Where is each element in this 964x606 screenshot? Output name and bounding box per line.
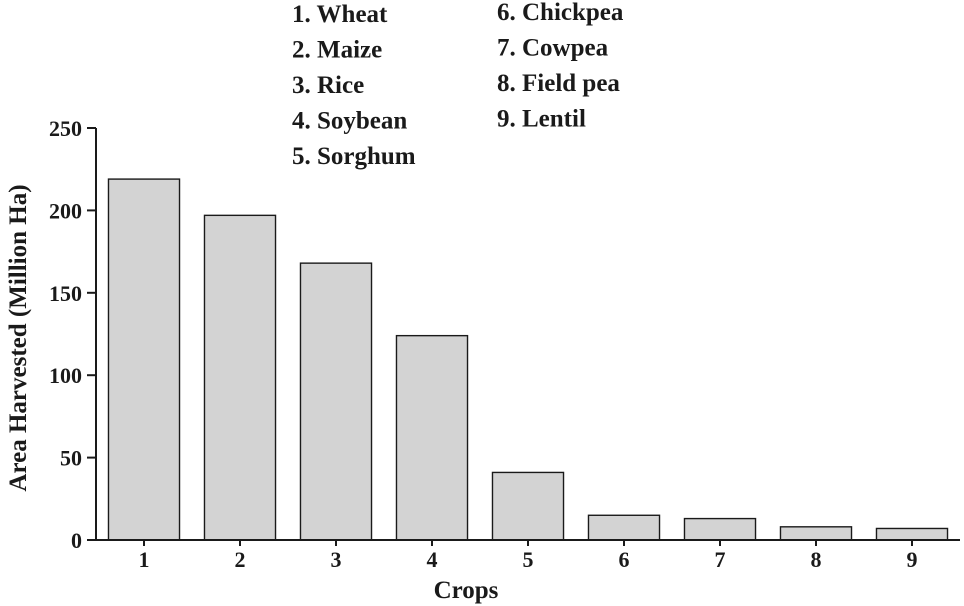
bar-8 [779, 526, 853, 541]
legend-item: 4. Soybean [292, 108, 407, 135]
x-tick-label: 2 [235, 547, 246, 572]
x-tick-label: 4 [427, 547, 438, 572]
x-tick-label: 3 [331, 547, 342, 572]
x-tick-label: 9 [907, 547, 918, 572]
legend-item: 5. Sorghum [292, 143, 416, 170]
y-tick-label: 0 [71, 528, 82, 553]
y-tick-label: 250 [49, 116, 82, 141]
bar-1 [107, 178, 181, 541]
x-tick-label: 7 [715, 547, 726, 572]
legend-item: 2. Maize [292, 37, 382, 64]
bar-5 [491, 471, 565, 541]
bar-6 [587, 514, 661, 541]
bar-2 [203, 214, 277, 541]
x-tick-label: 1 [139, 547, 150, 572]
legend-item: 6. Chickpea [497, 0, 624, 26]
bar-9 [875, 527, 949, 541]
bars-group [107, 178, 949, 541]
y-tick-label: 150 [49, 281, 82, 306]
x-ticks: 1 2 3 4 5 6 7 8 9 [139, 540, 918, 572]
x-tick-label: 8 [811, 547, 822, 572]
y-tick-label: 100 [49, 363, 82, 388]
bar-4 [395, 334, 469, 541]
legend-item: 9. Lentil [497, 106, 586, 133]
bar-3 [299, 262, 373, 541]
y-tick-label: 200 [49, 198, 82, 223]
legend-item: 7. Cowpea [497, 35, 609, 62]
x-tick-label: 6 [619, 547, 630, 572]
y-axis-title: Area Harvested (Million Ha) [5, 184, 32, 491]
x-axis-title: Crops [434, 577, 499, 604]
y-ticks: 0 50 100 150 200 250 [49, 116, 96, 553]
legend-item: 1. Wheat [292, 1, 388, 28]
crop-legend: 1. Wheat 2. Maize 3. Rice 4. Soybean 5. Sorg… [292, 0, 624, 170]
bar-7 [683, 517, 757, 541]
legend-item: 8. Field pea [497, 70, 620, 97]
x-tick-label: 5 [523, 547, 534, 572]
legend-item: 3. Rice [292, 72, 364, 99]
y-tick-label: 50 [60, 446, 82, 471]
